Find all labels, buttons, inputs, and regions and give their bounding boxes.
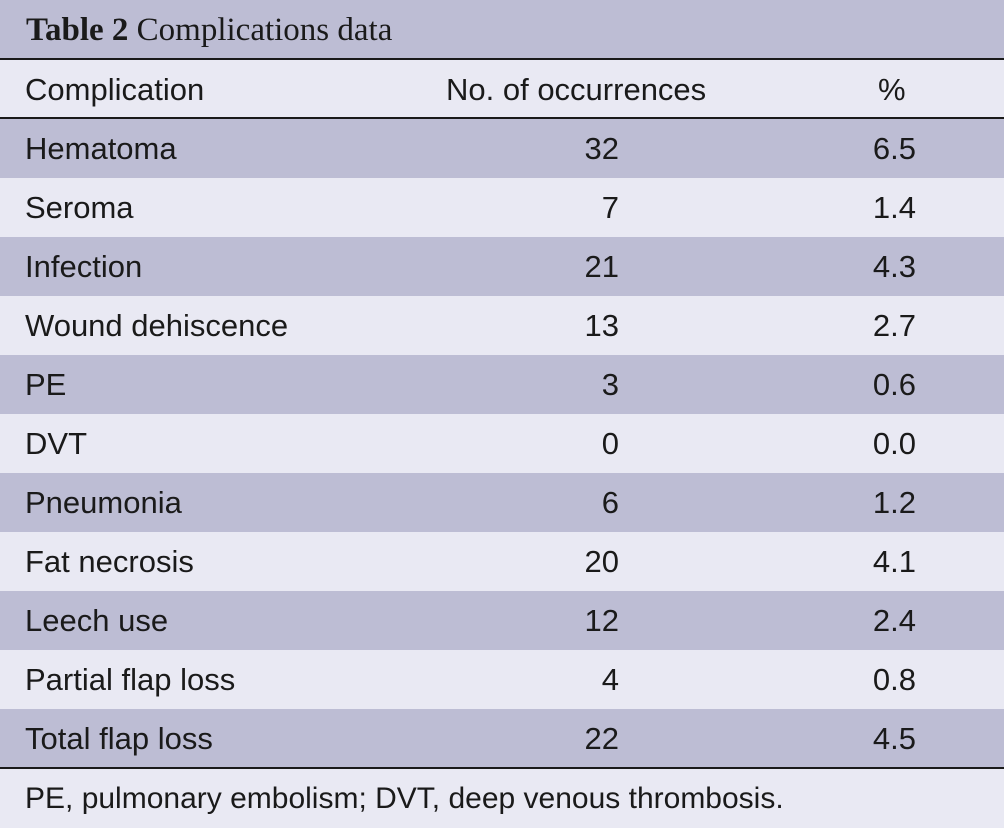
cell-complication: PE [25,367,67,402]
table-title: Complications data [136,12,393,48]
table-row: Hematoma 32 6.5 [0,119,1004,178]
cell-occurrences: 13 [584,308,619,343]
cell-percent: 4.3 [872,249,916,284]
cell-percent: 2.4 [872,603,916,638]
header-complication: Complication [25,72,205,107]
top-rule [0,58,1004,60]
table-row: Total flap loss 22 4.5 [0,709,1004,768]
header-percent: % [878,72,906,107]
cell-percent: 1.2 [872,485,916,520]
cell-occurrences: 3 [601,367,619,402]
cell-percent: 0.8 [872,662,916,697]
table-row: Pneumonia 6 1.2 [0,473,1004,532]
cell-percent: 6.5 [872,131,916,166]
table-row: Seroma 7 1.4 [0,178,1004,237]
cell-complication: Hematoma [25,131,177,166]
table-caption: Table 2 Complications data [0,0,1004,58]
cell-occurrences: 7 [601,190,619,225]
table-row: Fat necrosis 20 4.1 [0,532,1004,591]
cell-occurrences: 4 [601,662,619,697]
cell-occurrences: 20 [584,544,619,579]
table-row: Leech use 12 2.4 [0,591,1004,650]
cell-complication: Partial flap loss [25,662,236,697]
cell-percent: 0.6 [872,367,916,402]
cell-percent: 0.0 [872,426,916,461]
cell-complication: Leech use [25,603,169,638]
header-rule [0,117,1004,119]
cell-occurrences: 0 [601,426,619,461]
cell-occurrences: 22 [584,721,619,756]
cell-occurrences: 21 [584,249,619,284]
table-footnote: PE, pulmonary embolism; DVT, deep venous… [25,782,784,815]
table-row: DVT 0 0.0 [0,414,1004,473]
table-row: Infection 21 4.3 [0,237,1004,296]
header-occurrences: No. of occurrences [446,72,707,107]
cell-percent: 2.7 [872,308,916,343]
cell-occurrences: 6 [601,485,619,520]
cell-complication: Wound dehiscence [25,308,289,343]
table-label: Table 2 [26,12,129,48]
cell-occurrences: 12 [584,603,619,638]
cell-complication: Seroma [25,190,134,225]
bottom-rule [0,767,1004,769]
cell-percent: 1.4 [872,190,916,225]
cell-complication: DVT [25,426,87,461]
table-row: Wound dehiscence 13 2.7 [0,296,1004,355]
table-row: Partial flap loss 4 0.8 [0,650,1004,709]
cell-occurrences: 32 [584,131,619,166]
cell-percent: 4.1 [872,544,916,579]
cell-complication: Fat necrosis [25,544,194,579]
table-row: PE 3 0.6 [0,355,1004,414]
cell-complication: Pneumonia [25,485,182,520]
header-row: Complication No. of occurrences % [0,60,1004,119]
cell-complication: Infection [25,249,143,284]
cell-percent: 4.5 [872,721,916,756]
cell-complication: Total flap loss [25,721,213,756]
